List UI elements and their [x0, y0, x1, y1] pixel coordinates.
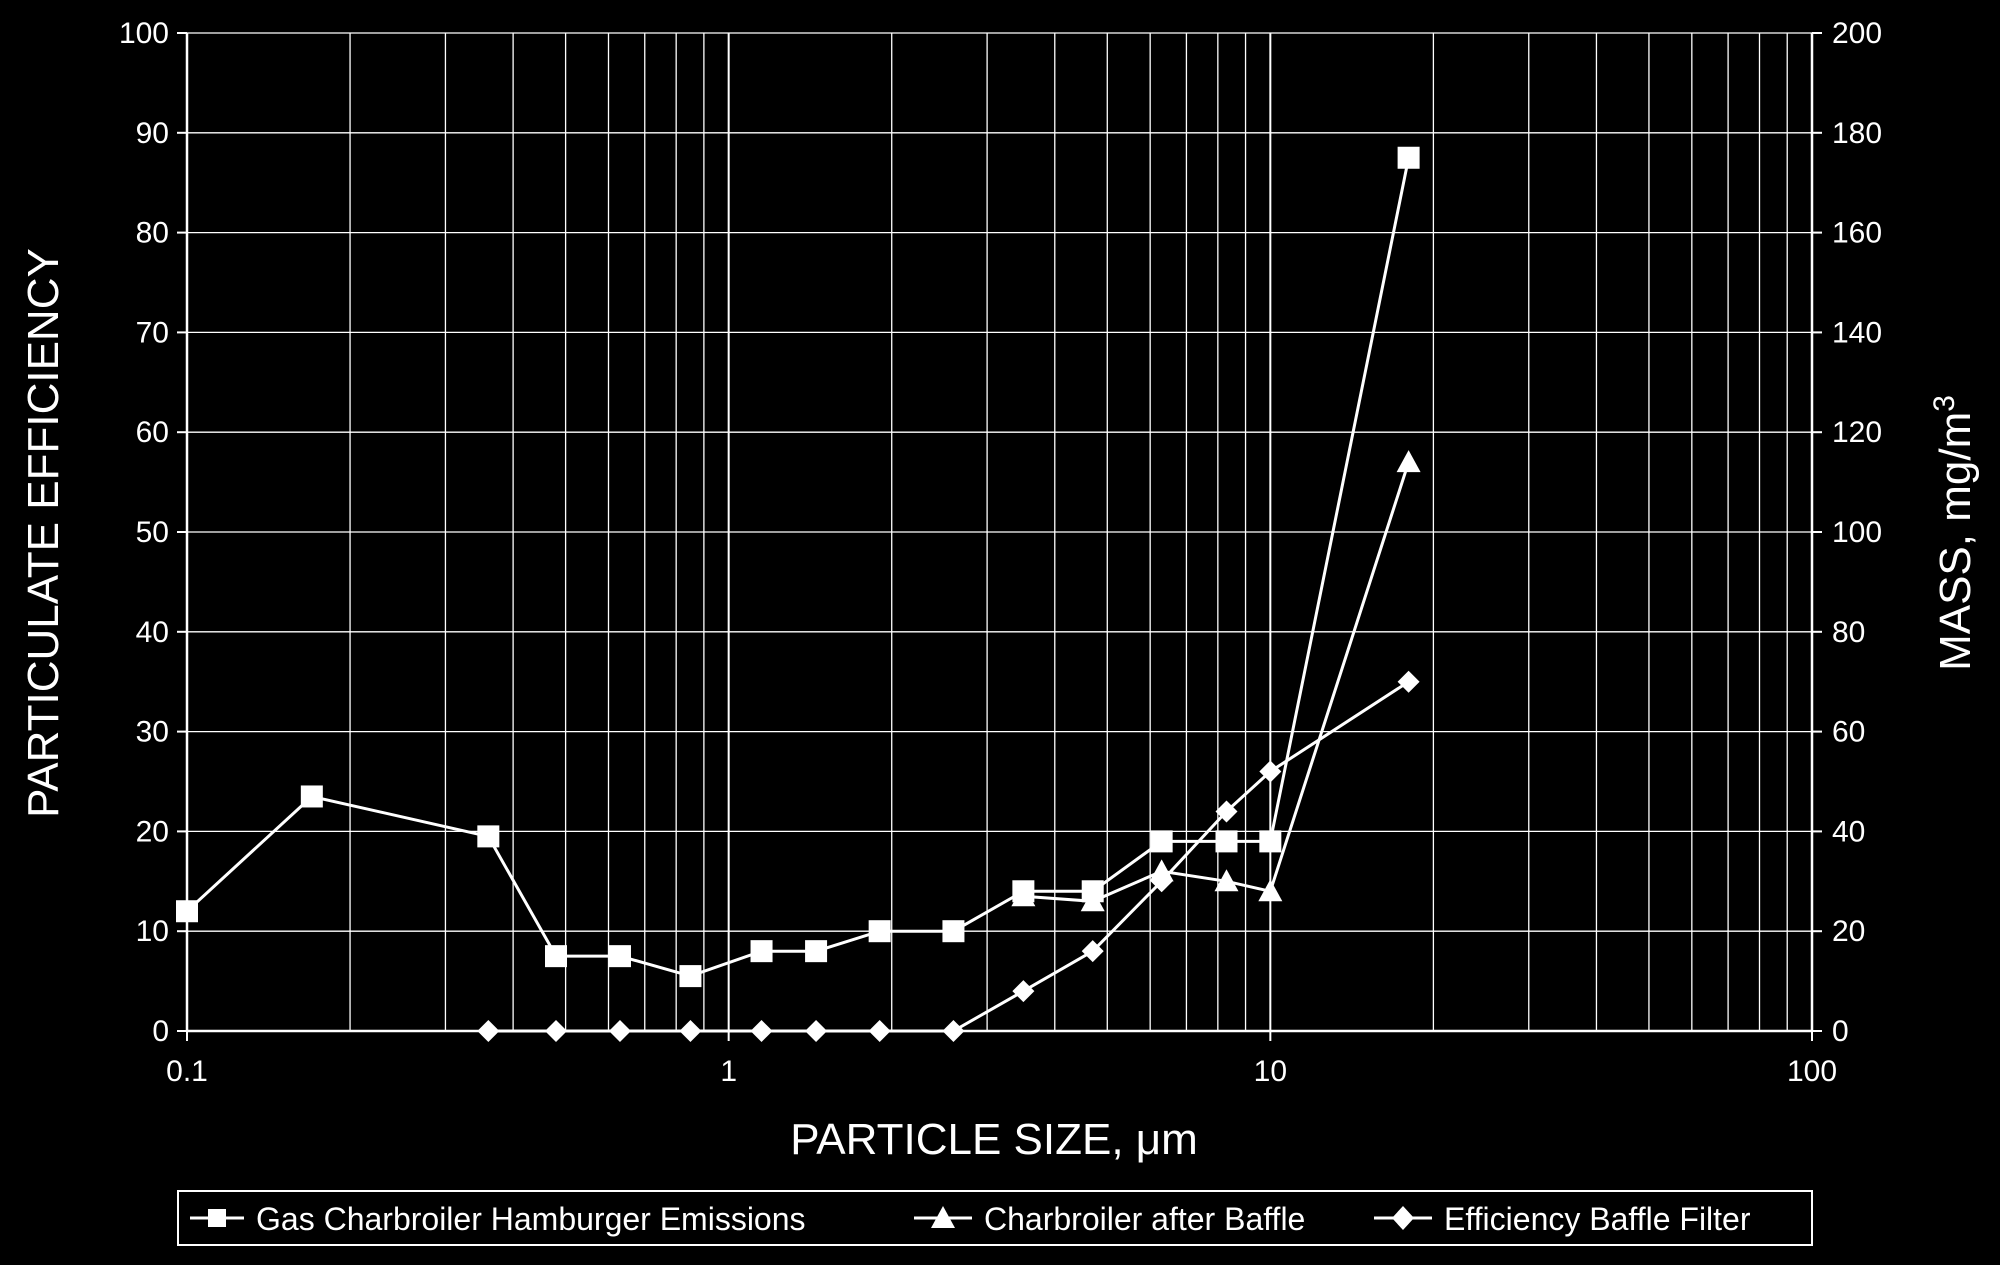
data-point-square [805, 940, 828, 963]
y2-tick-label: 200 [1832, 17, 1882, 50]
y2-axis-ticks: 0 20 40 60 80 100 120 140 160 180 200 [1812, 17, 1882, 1048]
data-point-square [176, 900, 198, 923]
data-point-diamond [1150, 870, 1173, 893]
data-point-diamond [608, 1020, 631, 1042]
y2-axis-title-main: MASS, mg/m [1931, 412, 1980, 671]
data-point-diamond [545, 1020, 568, 1042]
y-axis-title: PARTICULATE EFFICIENCY [19, 248, 68, 818]
y2-tick-label: 120 [1832, 416, 1882, 449]
series-2-line [1023, 461, 1411, 903]
x-axis-title: PARTICLE SIZE, μm [790, 1115, 1198, 1164]
y2-tick-label: 60 [1832, 716, 1865, 749]
data-point-square [679, 965, 702, 988]
x-tick-label: 10 [1254, 1055, 1287, 1088]
data-point-diamond [1397, 670, 1420, 693]
y2-tick-label: 100 [1832, 516, 1882, 549]
data-point-diamond [805, 1020, 828, 1042]
data-point-square [608, 945, 631, 968]
y2-axis-title-superscript: 3 [1928, 395, 1961, 412]
data-point-square [942, 920, 965, 943]
data-point-square [750, 940, 773, 963]
y-tick-label: 80 [136, 217, 169, 250]
y2-tick-label: 180 [1832, 117, 1882, 150]
x-axis-ticks: 0.1 1 10 100 [166, 1031, 1837, 1088]
series-1 [176, 146, 1420, 988]
data-point-diamond [1012, 980, 1035, 1003]
y-tick-label: 70 [136, 316, 169, 349]
legend-marker-triangle-icon [931, 1206, 955, 1228]
legend-label-series-1: Gas Charbroiler Hamburger Emissions [256, 1201, 806, 1237]
legend: Gas Charbroiler Hamburger Emissions Char… [177, 1190, 1813, 1246]
data-point-square [300, 785, 323, 808]
y-tick-label: 40 [136, 616, 169, 649]
data-point-diamond [477, 1020, 500, 1042]
y2-tick-label: 20 [1832, 915, 1865, 948]
data-point-square [1397, 146, 1420, 169]
y-tick-label: 100 [119, 17, 169, 50]
legend-item-series-3: Efficiency Baffle Filter [1374, 1201, 1751, 1237]
data-point-diamond [1259, 760, 1282, 783]
data-point-triangle [1011, 884, 1036, 907]
y-tick-label: 10 [136, 915, 169, 948]
y-axis-ticks: 0 10 20 30 40 50 60 70 80 90 100 [119, 17, 187, 1048]
data-point-diamond [942, 1020, 965, 1042]
y2-tick-label: 160 [1832, 217, 1882, 250]
data-point-square [545, 945, 568, 968]
data-point-diamond [679, 1020, 702, 1042]
grid [186, 32, 1812, 1032]
y-tick-label: 0 [152, 1015, 169, 1048]
data-point-square [1259, 830, 1282, 853]
data-point-square [477, 825, 500, 848]
legend-label-series-2: Charbroiler after Baffle [984, 1201, 1305, 1237]
legend-item-series-2: Charbroiler after Baffle [914, 1201, 1305, 1237]
data-point-diamond [1215, 800, 1238, 823]
legend-marker-square-icon [208, 1209, 226, 1227]
y-tick-label: 20 [136, 815, 169, 848]
data-point-triangle [1080, 889, 1105, 912]
y-tick-label: 90 [136, 117, 169, 150]
series-3 [477, 670, 1420, 1042]
y2-axis-title: MASS, mg/m3 [1928, 395, 1980, 671]
data-point-diamond [868, 1020, 891, 1042]
y2-tick-label: 80 [1832, 616, 1865, 649]
legend-marker-diamond-icon [1392, 1206, 1414, 1230]
data-point-square [868, 920, 891, 943]
series-2 [1011, 450, 1421, 912]
legend-label-series-3: Efficiency Baffle Filter [1444, 1201, 1751, 1237]
y-tick-label: 30 [136, 716, 169, 749]
y2-tick-label: 0 [1832, 1015, 1849, 1048]
series-3-line [488, 680, 1410, 1033]
series-layer [176, 146, 1421, 1042]
y-tick-label: 60 [136, 416, 169, 449]
x-tick-label: 0.1 [166, 1055, 208, 1088]
data-point-triangle [1396, 450, 1421, 473]
x-tick-label: 100 [1787, 1055, 1837, 1088]
data-point-square [1150, 830, 1173, 853]
data-point-triangle [1258, 879, 1283, 902]
data-point-diamond [1081, 940, 1104, 963]
legend-box [177, 1190, 1813, 1246]
y2-tick-label: 40 [1832, 815, 1865, 848]
legend-item-series-1: Gas Charbroiler Hamburger Emissions [190, 1201, 806, 1237]
data-point-square [1215, 830, 1238, 853]
data-point-diamond [750, 1020, 773, 1042]
x-tick-label: 1 [720, 1055, 737, 1088]
y2-tick-label: 140 [1832, 316, 1882, 349]
data-point-triangle [1214, 869, 1239, 892]
series-1-line [185, 157, 1411, 978]
y-tick-label: 50 [136, 516, 169, 549]
